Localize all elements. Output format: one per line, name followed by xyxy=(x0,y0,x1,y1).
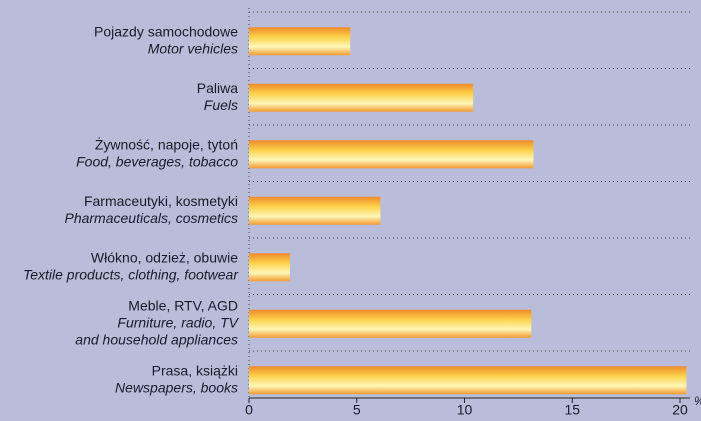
category-label: Newspapers, books xyxy=(115,379,238,395)
x-tick-label: 5 xyxy=(353,402,361,418)
bar xyxy=(249,196,381,225)
category-label: Prasa, książki xyxy=(152,362,238,378)
x-tick-label: 20 xyxy=(672,402,688,418)
category-label: Farmaceutyki, kosmetyki xyxy=(84,193,238,209)
x-tick-label: 0 xyxy=(245,402,253,418)
category-label: Żywność, napoje, tytoń xyxy=(95,135,238,152)
category-label: Furniture, radio, TV xyxy=(117,314,239,330)
category-label: Paliwa xyxy=(197,80,238,96)
bar xyxy=(249,366,687,395)
category-label: Pharmaceuticals, cosmetics xyxy=(64,210,238,226)
bar xyxy=(249,27,351,56)
category-label: Motor vehicles xyxy=(148,40,238,56)
category-label: Fuels xyxy=(204,97,238,113)
category-label: and household appliances xyxy=(75,331,238,347)
x-tick-label: 10 xyxy=(457,402,473,418)
category-label: Food, beverages, tobacco xyxy=(76,153,238,169)
x-unit: % xyxy=(694,394,701,408)
category-label: Włókno, odzież, obuwie xyxy=(91,249,238,265)
bar xyxy=(249,83,474,112)
bar xyxy=(249,253,290,282)
bar xyxy=(249,309,532,338)
category-label: Meble, RTV, AGD xyxy=(128,297,238,313)
bar xyxy=(249,140,534,169)
x-tick-label: 15 xyxy=(564,402,580,418)
category-label: Textile products, clothing, footwear xyxy=(23,266,239,282)
category-label: Pojazdy samochodowe xyxy=(94,23,238,39)
